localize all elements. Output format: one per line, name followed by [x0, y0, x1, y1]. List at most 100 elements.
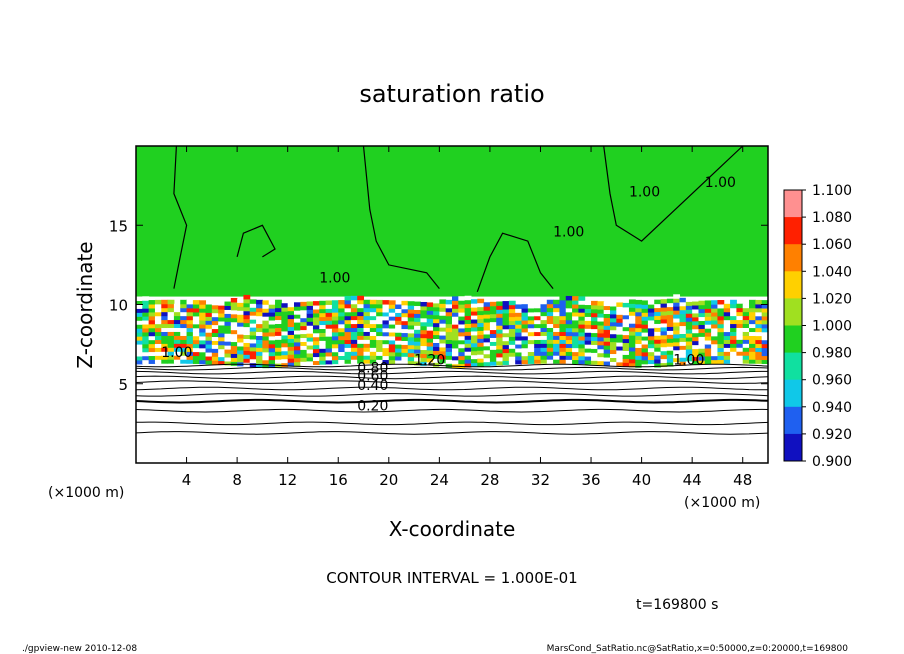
- fill-cell: [344, 299, 352, 305]
- fill-cell: [761, 308, 769, 313]
- fill-cell: [281, 358, 289, 364]
- fill-cell: [312, 344, 320, 350]
- fill-cell: [319, 356, 327, 361]
- fill-cell: [622, 318, 630, 324]
- fill-cell: [243, 318, 251, 324]
- fill-cell: [483, 310, 491, 315]
- fill-cell: [363, 355, 371, 360]
- fill-cell: [616, 357, 624, 363]
- fill-cell: [237, 306, 244, 311]
- fill-cell: [540, 343, 548, 348]
- fill-cell: [338, 319, 346, 325]
- fill-cell: [584, 320, 592, 325]
- fill-cell: [218, 324, 225, 330]
- fill-cell: [654, 359, 662, 364]
- fill-cell: [464, 331, 472, 336]
- fill-cell: [306, 360, 314, 366]
- fill-cell: [654, 315, 662, 320]
- fill-cell: [363, 339, 371, 344]
- fill-cell: [262, 343, 270, 349]
- fill-cell: [211, 316, 219, 322]
- fill-cell: [692, 297, 699, 302]
- fill-cell: [294, 357, 301, 363]
- fill-cell: [395, 348, 402, 353]
- fill-cell: [711, 347, 718, 353]
- fill-cell: [275, 311, 282, 317]
- fill-cell: [142, 316, 150, 321]
- fill-cell: [154, 331, 162, 337]
- fill-cell: [496, 341, 504, 346]
- fill-cell: [211, 300, 219, 306]
- fill-cell: [376, 311, 383, 317]
- fill-cell: [730, 351, 737, 356]
- fill-cell: [439, 299, 447, 304]
- fill-cell: [616, 346, 624, 351]
- fill-cell: [641, 347, 649, 353]
- fill-cell: [749, 351, 756, 356]
- fill-cell: [300, 325, 308, 331]
- fill-cell: [325, 320, 333, 325]
- fill-cell: [230, 309, 238, 315]
- fill-cell: [224, 349, 232, 354]
- fill-cell: [654, 303, 662, 309]
- fill-cell: [281, 326, 289, 332]
- fill-cell: [502, 348, 510, 354]
- fill-cell: [306, 313, 314, 318]
- fill-cell: [426, 302, 434, 307]
- fill-cell: [167, 315, 175, 321]
- fill-cell: [660, 362, 668, 368]
- fill-cell: [142, 339, 150, 345]
- fill-cell: [578, 347, 586, 353]
- fill-cell: [300, 345, 308, 350]
- contour-line: [135, 408, 769, 413]
- fill-cell: [610, 321, 617, 327]
- fill-cell: [281, 307, 289, 312]
- fill-cell: [407, 348, 415, 354]
- fill-cell: [673, 341, 681, 347]
- fill-cell: [249, 299, 257, 304]
- fill-cell: [565, 311, 573, 317]
- fill-cell: [584, 308, 592, 313]
- fill-cell: [616, 310, 624, 315]
- fill-cell: [173, 303, 181, 309]
- fill-cell: [161, 311, 169, 317]
- fill-cell: [603, 345, 611, 350]
- fill-cell: [338, 311, 346, 317]
- fill-cell: [660, 307, 668, 312]
- fill-region-upper: [136, 146, 768, 297]
- fill-cell: [470, 315, 478, 320]
- fill-cell: [186, 323, 194, 329]
- fill-cell: [610, 349, 617, 355]
- fill-cell: [477, 314, 485, 320]
- fill-cell: [294, 349, 301, 355]
- fill-cell: [344, 355, 352, 360]
- fill-cell: [388, 320, 396, 325]
- fill-cell: [622, 314, 630, 320]
- fill-cell: [363, 343, 371, 348]
- fill-cell: [730, 307, 737, 313]
- fill-cell: [635, 359, 643, 364]
- fill-cell: [749, 327, 756, 333]
- fill-cell: [685, 321, 693, 326]
- fill-cell: [641, 344, 649, 349]
- fill-cell: [136, 324, 143, 329]
- fill-cell: [136, 332, 143, 337]
- fill-cell: [477, 346, 485, 351]
- fill-cell: [755, 311, 763, 317]
- fill-cell: [597, 352, 605, 358]
- fill-cell: [243, 322, 251, 328]
- fill-cell: [496, 333, 504, 338]
- fill-cell: [319, 332, 327, 337]
- fill-cell: [173, 315, 181, 321]
- fill-cell: [477, 338, 485, 343]
- fill-cell: [205, 340, 213, 345]
- fill-cell: [755, 331, 763, 337]
- fill-cell: [325, 328, 333, 333]
- fill-cell: [148, 347, 156, 353]
- fill-cell: [673, 361, 681, 367]
- fill-cell: [546, 347, 554, 352]
- fill-cell: [622, 334, 630, 340]
- fill-cell: [578, 320, 586, 325]
- fill-cell: [540, 347, 548, 352]
